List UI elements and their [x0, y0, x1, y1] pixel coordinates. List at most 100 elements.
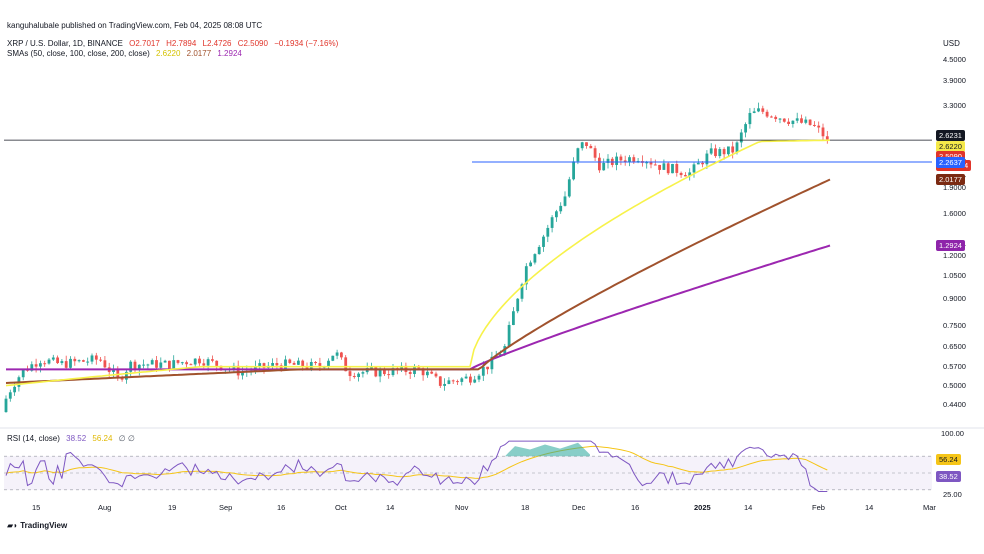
candle-body: [675, 163, 679, 173]
candle-body: [391, 368, 395, 376]
price-tick: 1.0500: [943, 271, 966, 281]
price-pill: 2.0177: [936, 174, 965, 186]
price-tick: 3.3000: [943, 101, 966, 111]
candle-body: [94, 355, 98, 360]
candle-body: [254, 366, 257, 371]
candle-body: [645, 162, 649, 164]
symbol-legend: XRP / U.S. Dollar, 1D, BINANCE O2.7017 H…: [7, 39, 342, 48]
candle-body: [297, 360, 300, 365]
candle-body: [30, 364, 34, 371]
sma50-line: [5, 139, 831, 387]
candle-body: [473, 379, 477, 383]
sma-legend: SMAs (50, close, 100, close, 200, close)…: [7, 49, 246, 58]
symbol-name: XRP / U.S. Dollar, 1D, BINANCE: [7, 39, 123, 48]
candle-body: [51, 357, 55, 360]
candle-body: [757, 108, 760, 112]
currency-label: USD: [943, 39, 960, 48]
candle-body: [606, 158, 610, 163]
candle-body: [357, 373, 360, 378]
candle-body: [705, 153, 709, 165]
candle-body: [572, 161, 575, 180]
candle-body: [99, 359, 102, 361]
candle-body: [64, 361, 68, 368]
candle-body: [709, 148, 713, 154]
sma100-line: [5, 178, 831, 384]
candle-body: [580, 142, 584, 149]
candle-body: [589, 146, 593, 149]
candle-body: [314, 362, 317, 364]
candle-body: [309, 362, 313, 369]
time-tick: Feb: [812, 503, 825, 512]
sma200-value: 1.2924: [217, 49, 242, 58]
candle-body: [417, 367, 421, 369]
candle-body: [86, 361, 90, 363]
rsi-ma-pill: 56.24: [936, 454, 961, 465]
price-tick: 3.9000: [943, 76, 966, 86]
price-tick: 4.5000: [943, 55, 966, 64]
candle-body: [619, 156, 623, 161]
candle-body: [383, 369, 386, 375]
candle-body: [258, 363, 262, 367]
candle-body: [546, 227, 550, 237]
candle-body: [567, 179, 571, 197]
candle-body: [8, 392, 12, 399]
candle-body: [370, 367, 373, 369]
high-value: H2.7894: [166, 39, 197, 48]
candle-body: [520, 284, 524, 299]
time-tick: 16: [277, 503, 286, 512]
candle-body: [447, 380, 451, 384]
candle-body: [714, 148, 717, 157]
rsi-line: [5, 440, 828, 492]
candle-body: [271, 363, 274, 366]
price-tick: 1.2000: [943, 251, 966, 261]
candle-body: [563, 196, 567, 206]
sma50-value: 2.6220: [155, 49, 181, 58]
sma100-value: 2.0177: [186, 49, 212, 58]
candle-body: [800, 118, 803, 123]
sma200-line: [6, 244, 831, 371]
tv-logo-icon: ▰◗: [7, 521, 18, 530]
time-tick: Nov: [455, 503, 469, 512]
price-tick: 1.6000: [943, 208, 966, 218]
candle-body: [821, 127, 825, 137]
candle-body: [155, 360, 158, 368]
candle-body: [103, 360, 107, 368]
candle-body: [761, 108, 765, 112]
candle-body: [47, 359, 51, 364]
candles-layer: [4, 102, 829, 413]
candle-body: [778, 118, 782, 120]
candle-body: [692, 164, 696, 173]
candle-body: [598, 157, 601, 171]
candle-body: [340, 352, 343, 358]
candle-body: [344, 357, 348, 372]
candle-body: [275, 363, 279, 366]
price-pill: 2.2637: [936, 157, 965, 168]
candle-body: [430, 371, 434, 374]
candle-body: [438, 376, 442, 386]
candle-body: [774, 116, 778, 120]
candle-body: [34, 364, 38, 367]
candle-body: [206, 359, 210, 366]
candle-body: [632, 157, 636, 162]
tradingview-logo: ▰◗ TradingView: [7, 521, 67, 530]
candle-body: [507, 325, 511, 347]
rsi-pill: 38.52: [936, 471, 961, 482]
candle-body: [662, 163, 666, 170]
candle-body: [331, 355, 335, 361]
candle-body: [477, 375, 481, 380]
candle-body: [193, 358, 197, 365]
candle-body: [150, 360, 154, 365]
candle-body: [602, 162, 606, 171]
rsi-extra: ∅ ∅: [118, 434, 135, 443]
candle-body: [537, 246, 541, 255]
rsi-ma-value: 56.24: [92, 434, 113, 443]
candle-body: [288, 359, 292, 363]
rsi-label: RSI (14, close): [7, 434, 60, 443]
candle-body: [782, 118, 786, 122]
candle-body: [765, 111, 769, 117]
candle-body: [825, 136, 829, 140]
candle-body: [426, 371, 429, 376]
candle-body: [585, 142, 588, 147]
candle-body: [770, 116, 773, 118]
